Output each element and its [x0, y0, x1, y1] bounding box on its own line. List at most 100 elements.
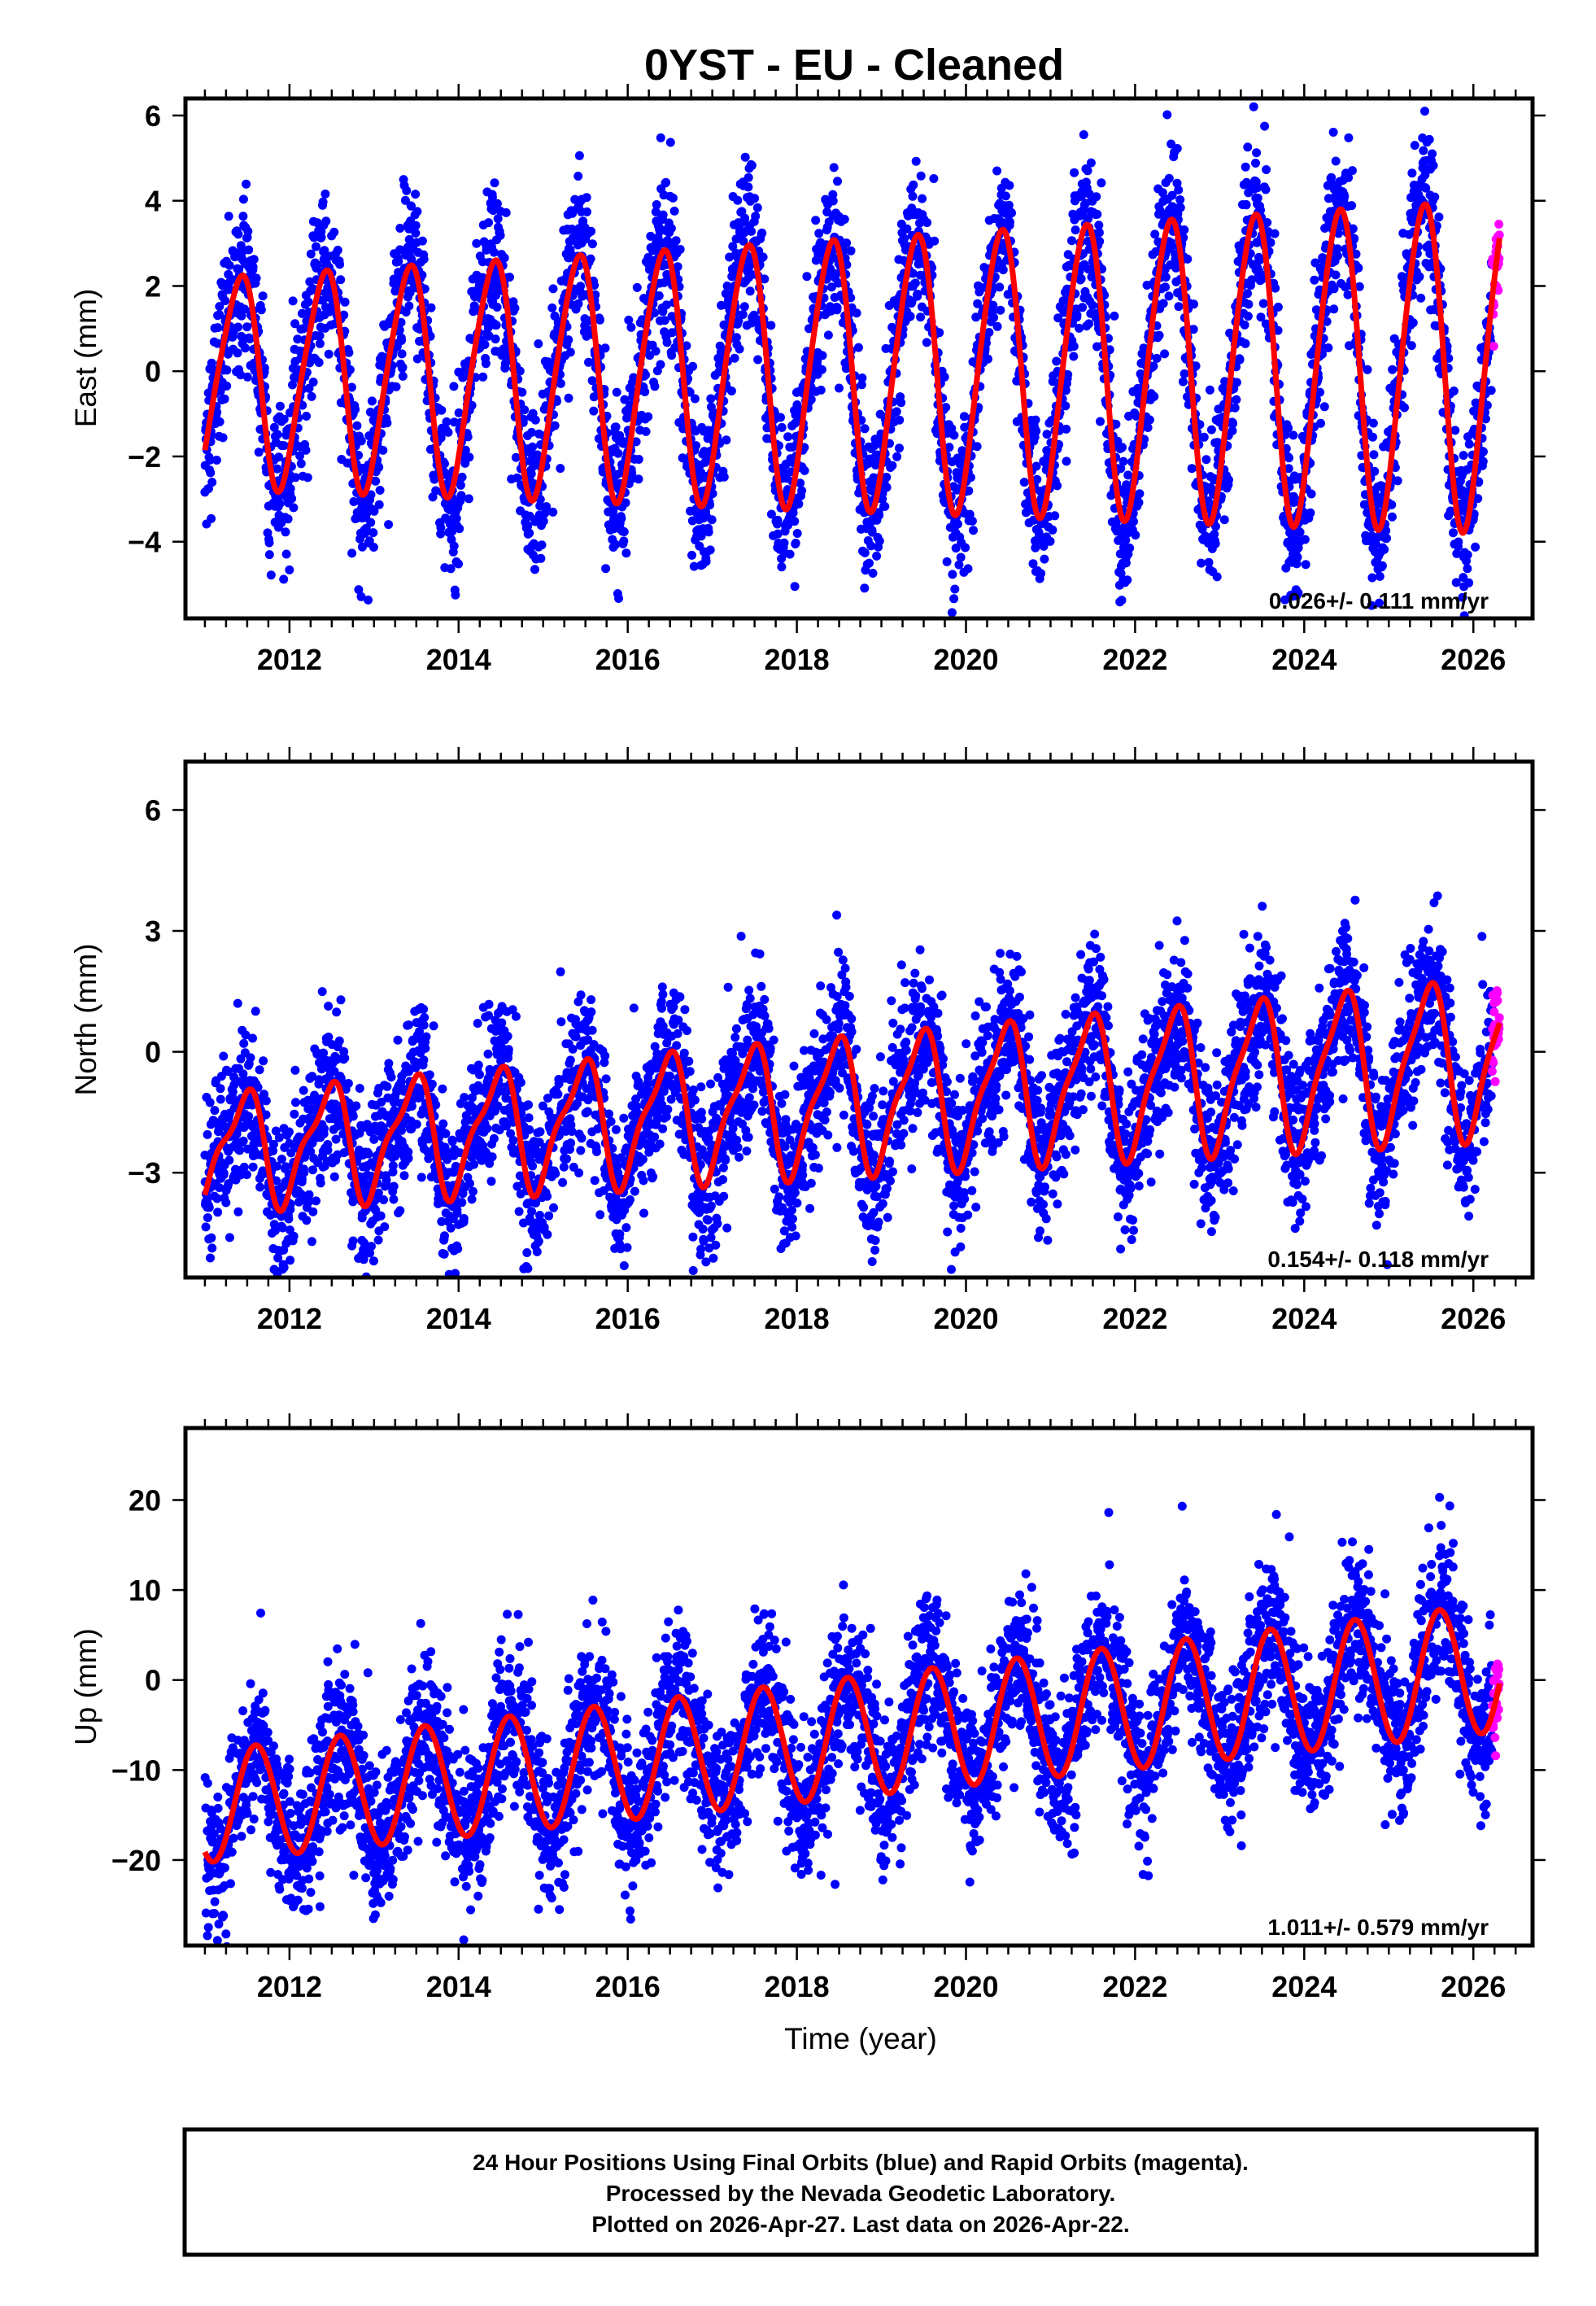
final-orbit-point: [279, 574, 289, 584]
final-orbit-point: [902, 224, 912, 234]
final-orbit-point: [882, 483, 892, 492]
final-orbit-point: [911, 156, 921, 166]
final-orbit-point: [321, 216, 331, 226]
final-orbit-point: [565, 347, 575, 357]
final-orbit-point: [665, 138, 675, 147]
final-orbit-point: [796, 478, 805, 488]
final-orbit-point: [722, 435, 731, 445]
final-orbit-point: [491, 334, 500, 344]
east-rate-label: 0.026+/- 0.111 mm/yr: [1269, 588, 1489, 614]
final-orbit-point: [797, 486, 807, 496]
final-orbit-point: [206, 468, 216, 478]
final-orbit-point: [1363, 365, 1372, 374]
final-orbit-point: [398, 371, 408, 381]
final-orbit-point: [1289, 491, 1298, 501]
final-orbit-point: [1415, 272, 1424, 282]
final-orbit-point: [722, 282, 732, 290]
final-orbit-point: [1079, 130, 1088, 139]
final-orbit-point: [1206, 631, 1214, 640]
final-orbit-point: [785, 549, 795, 559]
final-orbit-point: [535, 495, 545, 504]
final-orbit-point: [777, 562, 787, 572]
final-orbit-point: [573, 172, 583, 181]
final-orbit-point: [574, 151, 584, 160]
final-orbit-point: [865, 558, 874, 568]
final-orbit-point: [998, 265, 1008, 275]
final-orbit-point: [1367, 573, 1377, 583]
east-y-tick-label: 6: [145, 99, 161, 133]
final-orbit-point: [1232, 378, 1241, 387]
final-orbit-point: [1206, 425, 1216, 435]
final-orbit-point: [411, 190, 421, 199]
final-orbit-point: [954, 560, 964, 570]
final-orbit-point: [309, 233, 319, 242]
final-orbit-point: [1241, 162, 1250, 172]
final-orbit-point: [315, 331, 325, 340]
final-orbit-point: [556, 464, 565, 474]
final-orbit-point: [752, 203, 762, 212]
final-orbit-point: [689, 561, 699, 571]
final-orbit-point: [1001, 191, 1010, 201]
final-orbit-point: [908, 191, 918, 201]
final-orbit-point: [261, 1096, 271, 1106]
final-orbit-point: [296, 459, 306, 469]
final-orbit-point: [661, 300, 671, 310]
final-orbit-point: [356, 592, 366, 601]
final-orbit-point: [617, 513, 626, 523]
final-orbit-point: [1199, 432, 1209, 442]
final-orbit-point: [264, 538, 274, 548]
final-orbit-point: [740, 213, 750, 223]
final-orbit-point: [643, 252, 653, 262]
final-orbit-point: [405, 288, 415, 298]
final-orbit-point: [249, 255, 259, 264]
final-orbit-point: [395, 224, 405, 233]
final-orbit-point: [1252, 148, 1262, 158]
final-orbit-point: [366, 518, 376, 527]
final-orbit-point: [1407, 168, 1417, 178]
final-orbit-point: [456, 491, 466, 500]
final-orbit-point: [1271, 283, 1280, 293]
final-orbit-point: [302, 412, 312, 421]
final-orbit-point: [540, 509, 550, 518]
final-orbit-point: [1005, 217, 1014, 227]
final-orbit-point: [243, 226, 253, 236]
final-orbit-point: [1388, 365, 1398, 374]
final-orbit-point: [347, 548, 357, 558]
east-x-tick-label: 2026: [1441, 643, 1506, 676]
final-orbit-point: [708, 489, 717, 499]
final-orbit-point: [1329, 304, 1339, 314]
final-orbit-point: [1094, 228, 1104, 238]
final-orbit-point: [1172, 144, 1182, 153]
final-orbit-point: [1062, 456, 1071, 466]
final-orbit-point: [378, 445, 388, 455]
final-orbit-point: [1228, 419, 1238, 429]
final-orbit-point: [451, 590, 460, 600]
final-orbit-point: [242, 1170, 251, 1180]
final-orbit-point: [1241, 200, 1251, 210]
final-orbit-point: [1372, 636, 1381, 645]
final-orbit-point: [614, 594, 623, 603]
final-orbit-point: [1406, 341, 1416, 351]
final-orbit-point: [1069, 342, 1079, 352]
final-orbit-point: [1162, 110, 1172, 120]
final-orbit-point: [219, 1168, 229, 1178]
final-orbit-point: [281, 549, 291, 559]
final-orbit-point: [817, 365, 826, 374]
final-orbit-point: [1067, 236, 1076, 246]
final-orbit-point: [589, 406, 599, 416]
final-orbit-point: [442, 417, 451, 426]
final-orbit-point: [646, 231, 656, 241]
final-orbit-point: [411, 229, 421, 238]
final-orbit-point: [248, 1033, 257, 1043]
final-orbit-point: [773, 515, 783, 525]
final-orbit-point: [734, 316, 743, 325]
east-y-tick-label: −2: [128, 440, 161, 474]
final-orbit-point: [201, 1222, 211, 1232]
final-orbit-point: [621, 548, 631, 558]
final-orbit-point: [505, 273, 514, 282]
final-orbit-point: [790, 517, 800, 526]
final-orbit-point: [443, 478, 452, 488]
final-orbit-point: [868, 569, 878, 578]
final-orbit-point: [1092, 209, 1102, 219]
final-orbit-point: [662, 338, 672, 347]
